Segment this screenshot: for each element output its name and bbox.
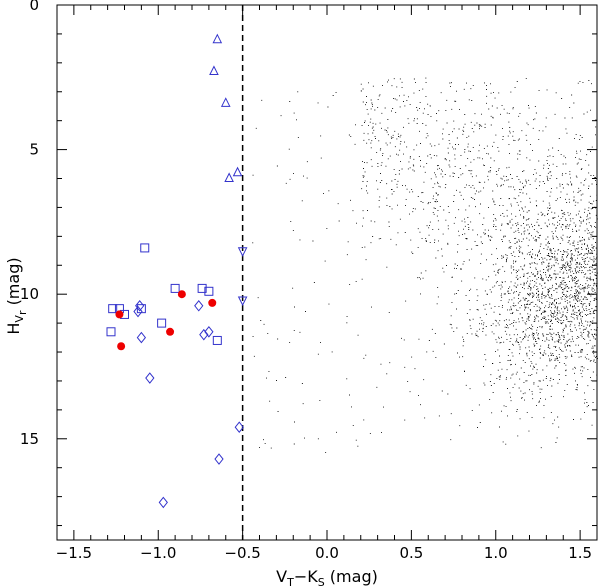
diamond-marker — [214, 453, 224, 465]
triangle-down-marker — [237, 296, 248, 307]
diamond-marker — [158, 496, 168, 509]
diamond-marker — [204, 325, 214, 338]
y-tick-label: 0 — [29, 0, 39, 14]
x-tick-label: 1.0 — [484, 544, 508, 562]
square-marker — [212, 335, 222, 345]
diamond-marker — [136, 331, 147, 344]
triangle-down-marker — [237, 247, 248, 257]
y-tick-label: 5 — [29, 141, 39, 159]
diamond-marker — [194, 299, 204, 312]
triangle-up-marker — [232, 166, 243, 177]
filled-circle-marker — [208, 298, 217, 307]
square-marker — [140, 243, 150, 253]
filled-circle-marker — [115, 310, 124, 319]
diamond-marker — [145, 372, 155, 384]
diamond-marker — [135, 299, 145, 312]
filled-circle-marker — [166, 327, 175, 336]
x-tick-label: 0.5 — [399, 544, 423, 562]
triangle-up-marker — [209, 65, 219, 76]
x-tick-label: −0.5 — [224, 544, 260, 562]
triangle-up-marker — [224, 172, 234, 183]
background-dots — [252, 77, 598, 454]
x-axis-label: VT−KS (mag) — [276, 567, 378, 588]
background-dot-field — [252, 77, 598, 454]
triangle-up-marker — [220, 97, 231, 107]
diamond-marker — [133, 305, 143, 318]
y-tick-label: 15 — [20, 430, 39, 448]
triangle-up-marker — [212, 33, 223, 44]
square-marker — [106, 327, 116, 337]
x-tick-label: 0.0 — [315, 544, 339, 562]
x-tick-label: 1.5 — [568, 544, 592, 562]
square-marker — [108, 304, 118, 314]
x-axis-ticks: −1.5 −1.0 −0.5 0.0 0.5 1.0 1.5 — [56, 5, 592, 562]
square-marker — [170, 283, 180, 293]
filled-circle-marker — [177, 290, 186, 299]
filled-circle-marker — [117, 342, 126, 351]
y-tick-label: 10 — [20, 285, 39, 303]
y-axis-ticks: 0 5 10 15 — [20, 0, 597, 527]
x-tick-label: −1.0 — [140, 544, 176, 562]
square-marker — [204, 286, 214, 296]
x-tick-label: −1.5 — [56, 544, 92, 562]
square-marker — [157, 318, 167, 328]
diamond-marker — [234, 421, 244, 434]
y-axis-label: HVr (mag) — [4, 257, 29, 334]
marker-layer — [106, 33, 248, 509]
square-marker — [197, 283, 207, 293]
